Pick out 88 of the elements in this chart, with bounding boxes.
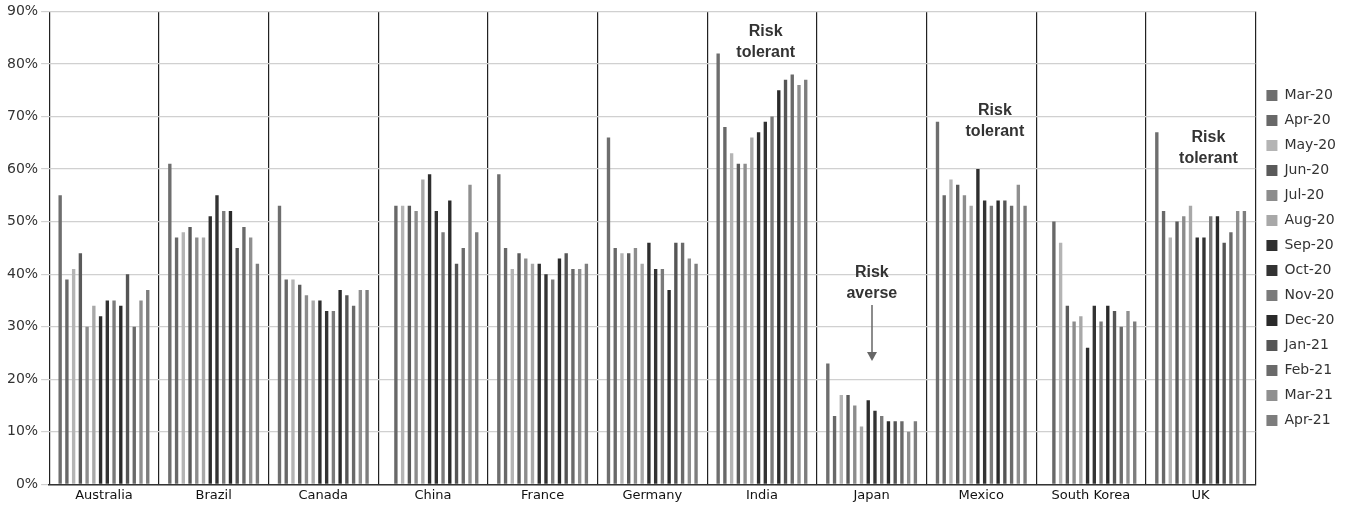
bar <box>723 127 727 484</box>
x-tick-label: Mexico <box>958 486 1005 502</box>
x-tick-label: UK <box>1191 486 1211 502</box>
bar <box>1023 205 1027 484</box>
bar <box>311 300 315 484</box>
y-tick-label: 30% <box>6 317 39 334</box>
y-tick-label: 40% <box>6 264 39 281</box>
y-tick-label: 50% <box>6 212 39 229</box>
bar <box>1079 316 1083 484</box>
legend-label: Jun-20 <box>1283 161 1330 178</box>
legend-label: Aug-20 <box>1284 211 1335 228</box>
bar <box>949 179 953 484</box>
bar <box>414 211 418 484</box>
bar <box>1155 132 1159 484</box>
bar <box>620 253 624 484</box>
legend-label: Apr-20 <box>1284 111 1331 128</box>
legend-label: Jul-20 <box>1283 186 1325 203</box>
y-tick-label: 90% <box>6 2 39 19</box>
bar <box>743 163 747 484</box>
bar <box>716 53 720 484</box>
bar <box>674 242 678 484</box>
bar <box>394 205 398 484</box>
bar <box>913 421 918 484</box>
bar <box>969 205 973 484</box>
y-tick-label: 10% <box>6 422 39 439</box>
bar <box>468 184 472 484</box>
bar <box>900 421 904 484</box>
x-tick-label: Germany <box>622 486 683 502</box>
bar <box>242 226 246 484</box>
bar <box>826 363 830 484</box>
bar <box>1126 310 1130 484</box>
x-tick-label: Canada <box>298 486 349 502</box>
bar <box>797 84 801 484</box>
x-tick-label: Japan <box>852 486 890 502</box>
bar <box>1072 321 1076 484</box>
bar <box>58 195 62 484</box>
bar <box>345 295 349 484</box>
y-tick-label: 20% <box>6 369 39 386</box>
x-tick-label: India <box>745 486 778 502</box>
bar <box>571 268 575 484</box>
legend-label: Jan-21 <box>1283 336 1329 353</box>
bar <box>694 263 698 484</box>
bar <box>139 300 143 484</box>
bar <box>770 116 774 484</box>
bar <box>85 326 89 484</box>
legend-label: Apr-21 <box>1284 411 1331 428</box>
legend-label: May-20 <box>1284 136 1337 153</box>
legend-label: Nov-20 <box>1284 286 1335 303</box>
legend-label: Sep-20 <box>1284 236 1334 253</box>
bar <box>291 279 295 484</box>
bar <box>517 253 521 484</box>
bar <box>441 232 445 484</box>
bar <box>1175 221 1179 484</box>
bar <box>1052 221 1056 484</box>
y-tick-label: 70% <box>6 107 39 124</box>
legend-label: Mar-20 <box>1284 86 1333 103</box>
bar <box>188 226 192 484</box>
annotation: Risk averse <box>846 263 898 302</box>
bar <box>1222 242 1226 484</box>
x-tick-label: Australia <box>75 486 133 502</box>
annotation: Risk tolerant <box>1179 128 1239 167</box>
bar <box>1003 200 1007 484</box>
y-tick-label: 0% <box>15 475 39 492</box>
x-tick-label: Brazil <box>195 486 232 502</box>
legend-label: Feb-21 <box>1284 361 1333 378</box>
bar <box>640 263 644 484</box>
annotation: Risk tolerant <box>965 101 1025 140</box>
y-tick-label: 80% <box>6 54 39 71</box>
bar <box>365 289 369 484</box>
bar <box>1229 232 1233 484</box>
bar <box>846 395 850 484</box>
y-tick-label: 60% <box>6 159 39 176</box>
legend-label: Mar-21 <box>1284 386 1333 403</box>
bar <box>750 137 754 484</box>
x-tick-label: South Korea <box>1051 486 1131 502</box>
bar <box>65 279 69 484</box>
bar <box>497 174 501 484</box>
bar <box>168 163 172 484</box>
x-tick-label: France <box>520 486 565 502</box>
bar <box>893 421 897 484</box>
legend-label: Oct-20 <box>1284 261 1332 278</box>
annotation: Risk tolerant <box>736 22 796 61</box>
x-tick-label: China <box>414 486 452 502</box>
legend-label: Dec-20 <box>1284 311 1335 328</box>
bar <box>1099 321 1103 484</box>
bar <box>92 305 96 484</box>
bar <box>421 179 425 484</box>
bar <box>112 300 116 484</box>
